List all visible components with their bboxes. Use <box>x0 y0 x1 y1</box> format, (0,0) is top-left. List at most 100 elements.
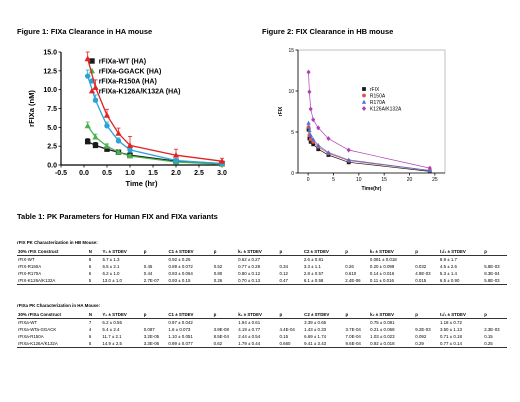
table-cell: 0.26 <box>212 277 238 285</box>
table-cell: 0.75 ± 0.081 <box>370 320 395 325</box>
table-cell: 0.44 <box>143 271 153 276</box>
table-cell: 0.52 <box>213 264 223 269</box>
table-cell: 0.015 <box>414 277 439 285</box>
column-header: Y₀ ± STDEV <box>101 311 143 319</box>
table-cell: 0.62 ± 0.27 <box>238 257 261 262</box>
table-cell: 3.3E-06 <box>142 340 168 348</box>
data-point <box>115 130 122 136</box>
column-header: p <box>278 248 303 256</box>
table-cell: 3.2E-05 <box>143 334 160 339</box>
column-header: C1 ± STDEV <box>167 248 213 256</box>
column-header: N <box>87 311 102 319</box>
x-tick-label: 1.5 <box>148 170 158 177</box>
column-header: p <box>483 248 507 256</box>
table-cell: 0.12 <box>279 271 288 276</box>
table-cell: 0.47 <box>278 277 303 285</box>
legend-marker <box>361 99 367 104</box>
table-cell <box>143 256 168 264</box>
data-point <box>311 142 316 147</box>
data-point <box>104 123 110 129</box>
table-cell: 1.43 ± 0.33 <box>304 327 327 332</box>
table-cell: 3.3 ± 1.1 <box>303 264 321 269</box>
x-tick-label: 2.0 <box>171 170 181 177</box>
data-point <box>306 69 311 75</box>
table-cell: 2.3E-03 <box>484 327 500 332</box>
table-cell: 7.0E-04 <box>345 334 361 339</box>
x-tick-label: 1.0 <box>125 170 135 177</box>
legend-label: rFIXa-R150A (HA) <box>99 78 157 85</box>
data-point <box>84 122 91 129</box>
table-cell: 0.97 ± 0.042 <box>168 320 193 325</box>
table-row: rFIX-K126A/K132A 5 13.0 ± 1.0 2.7E-07 0.93 ±… <box>17 277 507 285</box>
charts-canvas: -0.5 0.0 0.5 1.0 1.5 2.0 2.5 3.00.02.55.07.510.… <box>27 48 446 192</box>
column-header: p <box>142 311 168 319</box>
data-point <box>103 112 111 118</box>
table-cell: 9.2E-03 <box>415 327 431 332</box>
table-cell: rFIXa-WT <box>18 320 38 325</box>
x-tick-label: 2.5 <box>194 170 204 177</box>
data-point <box>307 89 312 95</box>
x-tick-label: 0.0 <box>79 170 89 177</box>
figure2-title: Figure 2: FIX Clearance in HB mouse <box>262 27 394 36</box>
table-cell: 0.99 ± 0.077 <box>167 340 213 348</box>
data-point <box>346 157 351 162</box>
column-header: p <box>212 248 238 256</box>
x-tick-label: 0 <box>307 177 310 183</box>
table-cell <box>414 256 439 264</box>
table-cell: rFIX-R150A <box>18 264 42 269</box>
table-cell: 0.26 <box>345 264 354 269</box>
table-cell: 0.77 ± 0.28 <box>238 264 261 269</box>
data-point <box>127 147 133 153</box>
table-cell: 0.25 <box>483 340 507 348</box>
column-header: 30% rFIXa Construct <box>17 311 88 319</box>
table-cell: 0.20 ± 0.099 <box>369 264 395 269</box>
column-header: p <box>212 311 238 319</box>
y-tick-label: 0 <box>291 171 294 177</box>
data-point <box>307 128 312 133</box>
table-cell: 1.10 ± 0.051 <box>168 334 193 339</box>
legend-marker <box>89 58 95 64</box>
figure1-chart: -0.5 0.0 0.5 1.0 1.5 2.0 2.5 3.00.02.55.07.510.… <box>27 49 227 188</box>
legend-marker <box>88 87 96 94</box>
table-cell: 2.7E-07 <box>142 277 168 285</box>
table-cell: 4.19 ± 0.77 <box>238 327 261 332</box>
table-cell <box>344 256 369 264</box>
legend-label: rFIXa-K126A/K132A (HA) <box>99 88 181 95</box>
table-header-row: 30% rFIXa Construct N Y₀ ± STDEV p C1 ± STDE… <box>17 311 507 319</box>
table-cell: 0.032 <box>415 264 427 269</box>
data-point <box>326 150 331 155</box>
x-tick-label: -0.5 <box>55 170 67 177</box>
legend-label: R170A <box>370 100 386 106</box>
table-cell: rFIX-K126A/K132A <box>17 277 88 285</box>
table-cell: 8.3E-04 <box>484 271 500 276</box>
table-cell: 0.081 ± 0.018 <box>369 257 397 262</box>
data-point <box>308 133 313 137</box>
data-point <box>316 125 321 131</box>
table-cell: 5.8E-03 <box>484 264 500 269</box>
legend-marker <box>362 87 366 91</box>
y-tick-label: 12.5 <box>43 68 57 75</box>
table-cell: 4.9E-03 <box>415 271 431 276</box>
column-header: 30% rFIX Construct <box>17 248 88 256</box>
table-cell: 3.39 ± 0.65 <box>304 320 327 325</box>
y-tick-label: 5 <box>291 130 294 136</box>
table-row: rFIX-R150A 6 6.5 ± 2.1 0.45 0.89 ± 0.072 0.52… <box>17 263 507 270</box>
figure2-chart: 0 5 10 15 20 25051015Time(hr)rFIXrFIXR150AR17… <box>278 48 446 192</box>
column-header: p <box>414 311 439 319</box>
data-point <box>306 120 311 125</box>
table-cell: 0.62 <box>212 340 238 348</box>
table-cell: 0.14 ± 0.016 <box>369 271 395 276</box>
table-cell: 2.44 ± 0.54 <box>238 334 261 339</box>
y-tick-label: 5.0 <box>47 125 57 132</box>
data-point <box>84 138 91 145</box>
column-header: p <box>344 248 369 256</box>
table-cell: 14.9 ± 2.5 <box>101 340 143 348</box>
data-point <box>104 146 110 152</box>
table-cell: 0.89 ± 0.072 <box>168 264 193 269</box>
table-cell: 4.5 ± 2.6 <box>439 264 457 269</box>
table-cell: 0.11 ± 0.016 <box>368 277 415 285</box>
table-cell: 0.21 ± 0.068 <box>370 327 395 332</box>
data-point <box>311 117 316 123</box>
table-cell: 0.92 ± 0.25 <box>168 257 191 262</box>
table-cell: 6.69 ± 1.74 <box>304 334 327 339</box>
